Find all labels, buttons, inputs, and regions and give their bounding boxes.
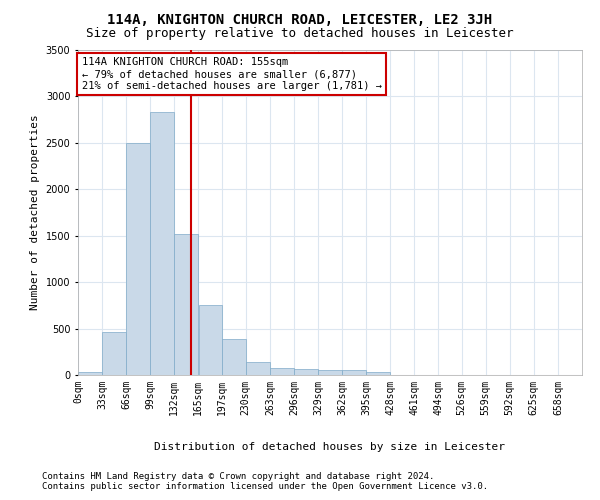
Bar bbox=[175, 234, 198, 375]
Bar bbox=[102, 332, 126, 375]
Text: 114A, KNIGHTON CHURCH ROAD, LEICESTER, LE2 3JH: 114A, KNIGHTON CHURCH ROAD, LEICESTER, L… bbox=[107, 12, 493, 26]
Bar bbox=[294, 370, 318, 375]
Bar bbox=[318, 370, 342, 375]
Bar bbox=[342, 370, 366, 375]
Bar bbox=[151, 112, 174, 375]
Y-axis label: Number of detached properties: Number of detached properties bbox=[30, 114, 40, 310]
Bar bbox=[199, 306, 222, 375]
Bar bbox=[366, 372, 390, 375]
Text: Contains HM Land Registry data © Crown copyright and database right 2024.: Contains HM Land Registry data © Crown c… bbox=[42, 472, 434, 481]
Bar bbox=[78, 372, 102, 375]
Text: Contains public sector information licensed under the Open Government Licence v3: Contains public sector information licen… bbox=[42, 482, 488, 491]
Text: Distribution of detached houses by size in Leicester: Distribution of detached houses by size … bbox=[155, 442, 505, 452]
Bar bbox=[222, 339, 245, 375]
Text: Size of property relative to detached houses in Leicester: Size of property relative to detached ho… bbox=[86, 28, 514, 40]
Text: 114A KNIGHTON CHURCH ROAD: 155sqm
← 79% of detached houses are smaller (6,877)
2: 114A KNIGHTON CHURCH ROAD: 155sqm ← 79% … bbox=[82, 58, 382, 90]
Bar bbox=[127, 143, 150, 375]
Bar bbox=[270, 368, 294, 375]
Bar bbox=[246, 362, 269, 375]
